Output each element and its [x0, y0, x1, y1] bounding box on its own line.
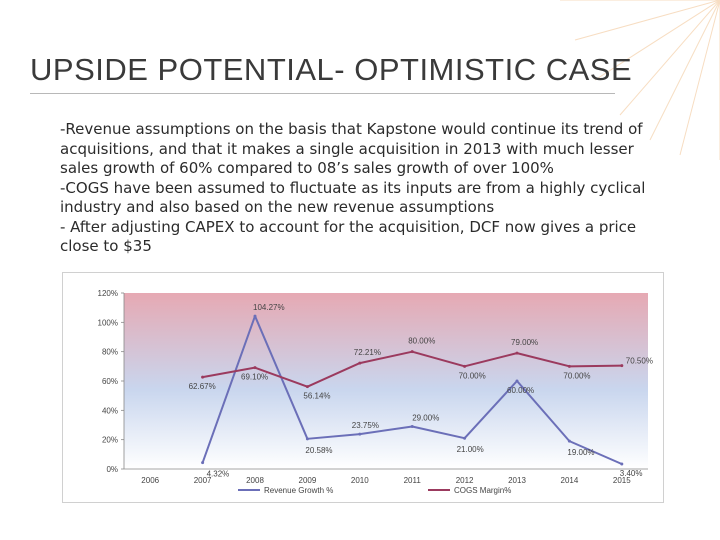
revenue-growth-point — [463, 436, 467, 440]
revenue-growth-data-label: 104.27% — [253, 303, 285, 312]
revenue-growth-point — [358, 432, 362, 436]
body-line: -COGS have been assumed to fluctuate as … — [60, 178, 646, 197]
revenue-growth-point — [253, 314, 257, 318]
y-tick-label: 0% — [106, 465, 118, 474]
revenue-growth-point — [305, 437, 309, 441]
body-line: acquisitions, and that it makes a single… — [60, 139, 634, 158]
cogs-margin-point — [463, 364, 467, 368]
y-tick-label: 100% — [98, 318, 118, 327]
body-line: industry and also based on the new reven… — [60, 198, 495, 216]
revenue-growth-data-label: 23.75% — [352, 421, 379, 430]
body-line: close to $35 — [60, 237, 152, 255]
cogs-margin-point — [358, 361, 362, 365]
title-underline — [30, 93, 615, 94]
revenue-growth-data-label: 4.32% — [207, 470, 230, 479]
revenue-growth-point — [515, 379, 519, 383]
cogs-margin-data-label: 70.50% — [626, 357, 653, 366]
cogs-margin-legend-label: COGS Margin% — [454, 486, 511, 495]
y-tick-label: 80% — [102, 348, 118, 357]
x-tick-label: 2010 — [351, 476, 369, 485]
x-tick-label: 2006 — [141, 476, 159, 485]
x-tick-label: 2011 — [404, 476, 422, 485]
cogs-margin-data-label: 69.10% — [241, 373, 268, 382]
cogs-margin-point — [515, 351, 519, 355]
x-tick-label: 2009 — [299, 476, 317, 485]
revenue-growth-data-label: 19.00% — [567, 448, 594, 457]
cogs-margin-point — [253, 366, 257, 370]
revenue-growth-legend-label: Revenue Growth % — [264, 486, 333, 495]
cogs-margin-data-label: 70.00% — [459, 371, 486, 380]
cogs-margin-point — [567, 364, 571, 368]
cogs-margin-data-label: 56.14% — [303, 392, 330, 401]
cogs-margin-data-label: 79.00% — [511, 338, 538, 347]
y-tick-label: 120% — [98, 289, 118, 298]
cogs-margin-data-label: 72.21% — [354, 348, 381, 357]
revenue-growth-point — [201, 461, 205, 465]
slide-title: UPSIDE POTENTIAL- OPTIMISTIC CASE — [30, 52, 633, 87]
x-tick-label: 2013 — [508, 476, 526, 485]
y-tick-label: 20% — [102, 436, 118, 445]
revenue-growth-data-label: 29.00% — [412, 413, 439, 422]
cogs-margin-point — [410, 350, 414, 354]
revenue-growth-point — [410, 424, 414, 428]
revenue-growth-point — [620, 462, 624, 466]
body-line: sales growth of 60% compared to 08’s sal… — [60, 159, 554, 177]
revenue-growth-data-label: 3.40% — [620, 469, 643, 478]
chart-container: 0% 20% 40% 60% 80% 100% 120% 2006 2007 2008 2009 20… — [62, 272, 664, 503]
x-tick-label: 2012 — [456, 476, 474, 485]
revenue-growth-data-label: 20.58% — [305, 446, 332, 455]
cogs-margin-data-label: 80.00% — [408, 337, 435, 346]
body-line: -Revenue assumptions on the basis that K… — [60, 120, 643, 138]
slide-body: -Revenue assumptions on the basis that K… — [60, 120, 660, 257]
x-tick-label: 2007 — [194, 476, 212, 485]
revenue-growth-data-label: 60.00% — [507, 386, 534, 395]
x-tick-label: 2015 — [613, 476, 631, 485]
cogs-margin-point — [305, 385, 309, 389]
x-tick-label: 2008 — [246, 476, 264, 485]
cogs-margin-data-label: 62.67% — [189, 382, 216, 391]
y-tick-label: 60% — [102, 377, 118, 386]
revenue-growth-data-label: 21.00% — [457, 445, 484, 454]
x-tick-label: 2014 — [561, 476, 579, 485]
y-tick-label: 40% — [102, 406, 118, 415]
cogs-margin-point — [201, 375, 205, 379]
body-line: - After adjusting CAPEX to account for t… — [60, 217, 637, 236]
revenue-growth-point — [567, 439, 571, 443]
cogs-margin-data-label: 70.00% — [563, 371, 590, 380]
cogs-margin-point — [620, 364, 624, 368]
line-chart: 0% 20% 40% 60% 80% 100% 120% 2006 2007 2008 2009 20… — [98, 289, 653, 495]
